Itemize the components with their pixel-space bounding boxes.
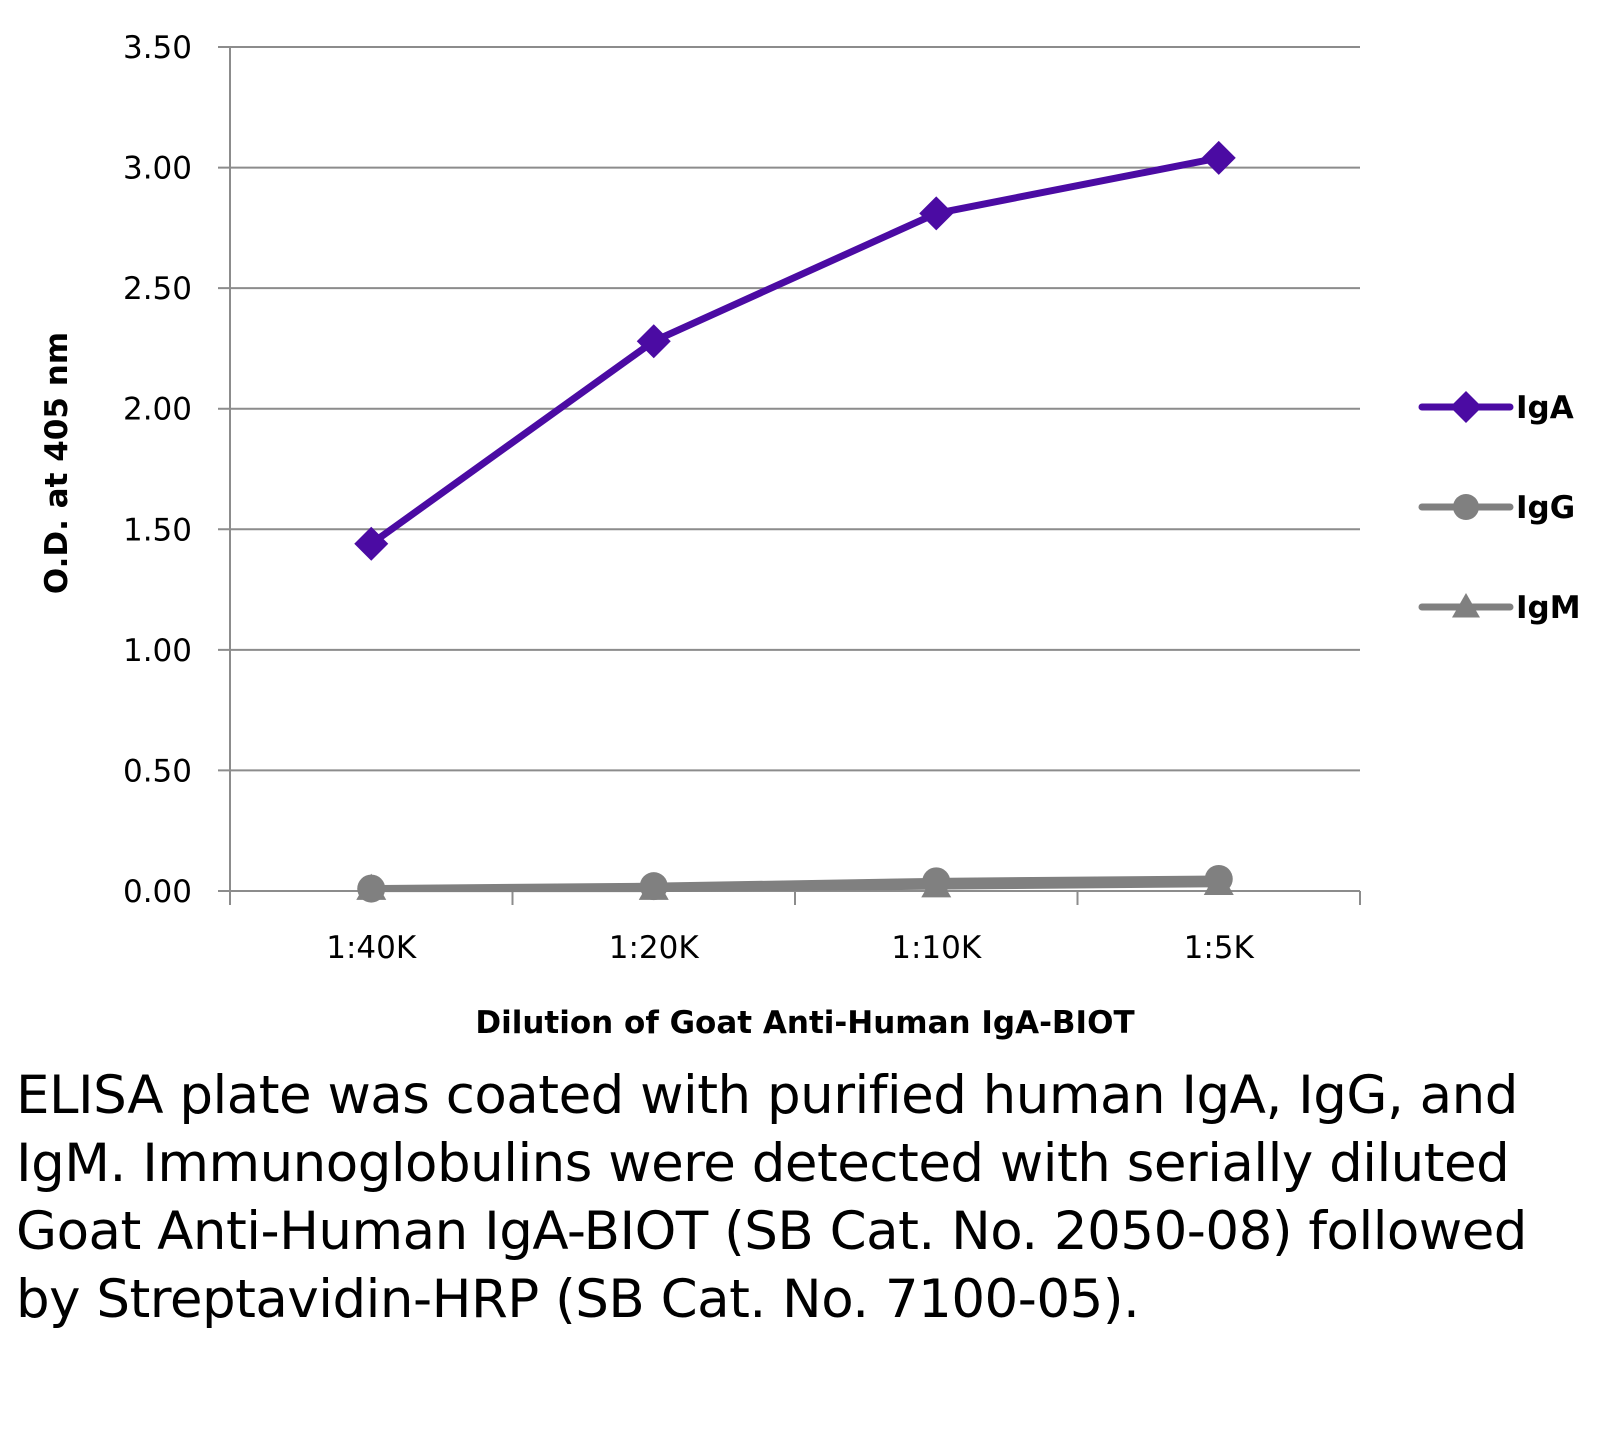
legend-marker-diamond xyxy=(1450,391,1482,423)
x-tick-label: 1:20K xyxy=(609,930,700,966)
legend-label: IgG xyxy=(1516,490,1575,526)
data-point-igg-0 xyxy=(357,874,386,903)
data-point-igg-3 xyxy=(1204,864,1233,893)
legend-item-iga: IgA xyxy=(1418,390,1574,426)
gridlines xyxy=(218,46,1360,892)
y-tick-label: 3.00 xyxy=(123,151,192,187)
data-point-iga-0 xyxy=(354,526,389,561)
data-point-iga-2 xyxy=(919,196,954,231)
series-line-igg xyxy=(367,875,1223,893)
y-tick-label: 2.00 xyxy=(123,392,192,428)
legend: IgA IgG IgM xyxy=(1418,390,1581,626)
series-iga xyxy=(354,140,1236,561)
y-tick-label: 1.00 xyxy=(123,633,192,669)
y-tick-label: 0.00 xyxy=(123,874,192,910)
y-tick-label: 2.50 xyxy=(123,271,192,307)
legend-label: IgM xyxy=(1516,590,1581,626)
legend-label: IgA xyxy=(1516,390,1574,426)
figure-caption: ELISA plate was coated with purified hum… xyxy=(16,1065,1527,1330)
y-tick-label: 1.50 xyxy=(123,512,192,548)
y-tick-label: 3.50 xyxy=(123,30,192,66)
legend-item-igg: IgG xyxy=(1418,490,1575,526)
x-tick-label: 1:10K xyxy=(891,930,982,966)
legend-marker-circle xyxy=(1453,494,1479,520)
axes xyxy=(229,47,1361,905)
series-igg xyxy=(357,864,1233,903)
series-line-iga xyxy=(367,154,1223,548)
x-axis-title: Dilution of Goat Anti-Human IgA-BIOT xyxy=(475,1005,1134,1041)
data-point-iga-3 xyxy=(1201,140,1236,175)
y-tick-label: 0.50 xyxy=(123,753,192,789)
series-layer xyxy=(354,140,1236,903)
data-point-igg-2 xyxy=(922,867,951,896)
tick-labels: 0.00 0.50 1.00 1.50 2.00 2.50 3.00 3.50 1:40K 1:2… xyxy=(123,30,1255,966)
elisa-line-chart: 0.00 0.50 1.00 1.50 2.00 2.50 3.00 3.50 1:40K 1:2… xyxy=(39,30,1581,1041)
legend-item-igm: IgM xyxy=(1418,590,1581,626)
data-point-igg-1 xyxy=(639,872,668,901)
x-tick-label: 1:40K xyxy=(326,930,417,966)
x-tick-label: 1:5K xyxy=(1184,930,1255,966)
data-point-iga-1 xyxy=(636,324,671,359)
y-axis-title: O.D. at 405 nm xyxy=(39,332,75,594)
legend-marker-triangle xyxy=(1452,593,1480,618)
